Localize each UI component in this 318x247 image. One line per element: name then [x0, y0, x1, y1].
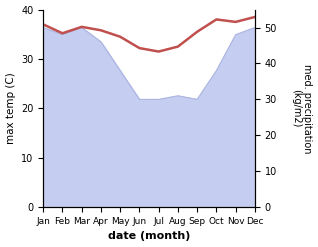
- Y-axis label: med. precipitation
(kg/m2): med. precipitation (kg/m2): [291, 64, 313, 153]
- X-axis label: date (month): date (month): [108, 231, 190, 242]
- Y-axis label: max temp (C): max temp (C): [5, 72, 16, 144]
